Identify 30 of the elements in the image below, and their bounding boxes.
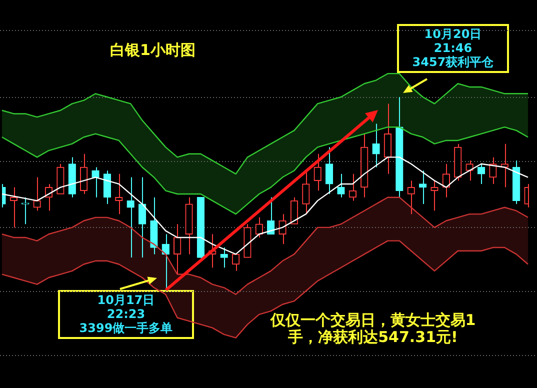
candlestick [138, 176, 146, 258]
candlestick [92, 166, 100, 198]
candlestick [80, 153, 88, 194]
candlestick [348, 173, 356, 202]
candlestick [314, 153, 322, 192]
candlestick [174, 224, 182, 275]
candlestick [500, 143, 508, 188]
candlestick [115, 173, 123, 215]
candlestick [290, 196, 298, 225]
candlestick [302, 170, 310, 215]
candlestick [126, 176, 134, 258]
candlestick [384, 103, 392, 174]
candlestick [220, 247, 228, 268]
candlestick [477, 163, 486, 184]
candlestick [407, 180, 415, 215]
text: 白银1小时图 [110, 41, 196, 60]
candlestick [466, 160, 474, 182]
candlestick [372, 123, 380, 168]
candlestick [103, 170, 112, 205]
candlestick [325, 146, 334, 194]
candlestick [22, 196, 30, 225]
candlestick [337, 173, 345, 198]
candlestick [430, 180, 438, 212]
candlestick [489, 156, 497, 184]
annotation: 仅仅一个交易日，黄女士交易1手，净获利达547.31元! [269, 311, 477, 346]
annotation: 10月17日 22:23 3399做一手多单 [58, 290, 194, 340]
candlestick [33, 176, 41, 212]
candlestick [278, 214, 286, 245]
candlestick [10, 186, 18, 228]
candlestick [418, 170, 427, 205]
